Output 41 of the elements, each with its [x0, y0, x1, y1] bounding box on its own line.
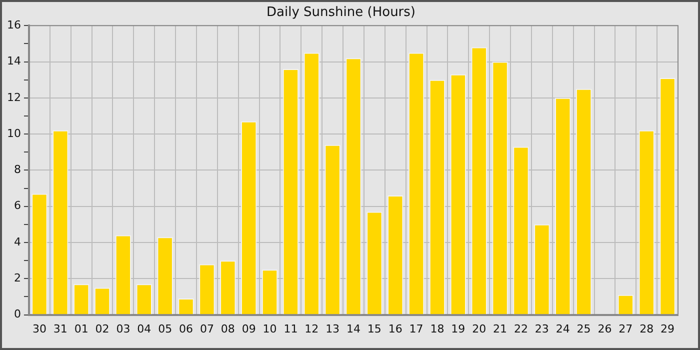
x-tick-label: 21 — [493, 322, 508, 336]
x-tick-label: 14 — [346, 322, 360, 336]
x-tick-label: 27 — [618, 322, 633, 336]
y-tick-label: 6 — [14, 199, 21, 212]
x-tick-label: 04 — [137, 322, 152, 336]
x-tick-label: 30 — [32, 322, 46, 336]
y-tick-label: 10 — [6, 126, 21, 140]
y-tick-label: 12 — [6, 90, 21, 104]
x-tick-label: 19 — [451, 322, 466, 336]
x-tick-label: 11 — [284, 322, 298, 336]
y-tick-label: 2 — [14, 272, 21, 285]
x-tick-label: 08 — [220, 322, 235, 336]
x-tick-label: 17 — [409, 322, 424, 336]
x-tick-label: 20 — [472, 322, 486, 336]
x-tick-label: 09 — [242, 322, 256, 336]
x-tick-label: 22 — [514, 322, 528, 336]
y-tick-label: 14 — [6, 54, 21, 68]
x-tick-label: 13 — [326, 322, 340, 336]
y-tick-label: 4 — [14, 235, 21, 248]
x-tick-label: 12 — [304, 322, 319, 336]
y-tick-label: 0 — [14, 308, 21, 321]
x-tick-label: 25 — [576, 322, 591, 336]
x-tick-label: 28 — [640, 322, 654, 336]
x-tick-label: 01 — [74, 322, 88, 336]
y-tick-label: 16 — [6, 18, 21, 32]
x-tick-label: 24 — [556, 322, 570, 336]
chart-title: Daily Sunshine (Hours) — [266, 5, 416, 20]
y-tick-label: 8 — [14, 163, 21, 176]
x-tick-label: 26 — [598, 322, 612, 336]
x-tick-label: 15 — [367, 322, 382, 336]
x-tick-label: 23 — [534, 322, 549, 336]
x-tick-label: 05 — [158, 322, 172, 336]
x-tick-label: 03 — [116, 322, 130, 336]
x-tick-label: 07 — [200, 322, 214, 336]
x-tick-label: 29 — [660, 322, 675, 336]
x-tick-label: 16 — [388, 322, 402, 336]
x-tick-label: 31 — [53, 322, 68, 336]
x-tick-label: 18 — [430, 322, 444, 336]
x-tick-label: 02 — [95, 322, 110, 336]
x-tick-label: 06 — [179, 322, 194, 336]
x-tick-label: 10 — [262, 322, 277, 336]
